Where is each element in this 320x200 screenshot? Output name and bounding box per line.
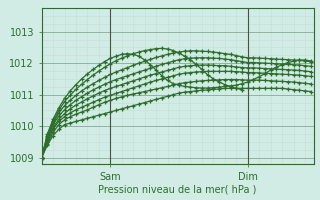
X-axis label: Pression niveau de la mer( hPa ): Pression niveau de la mer( hPa ) (99, 184, 257, 194)
